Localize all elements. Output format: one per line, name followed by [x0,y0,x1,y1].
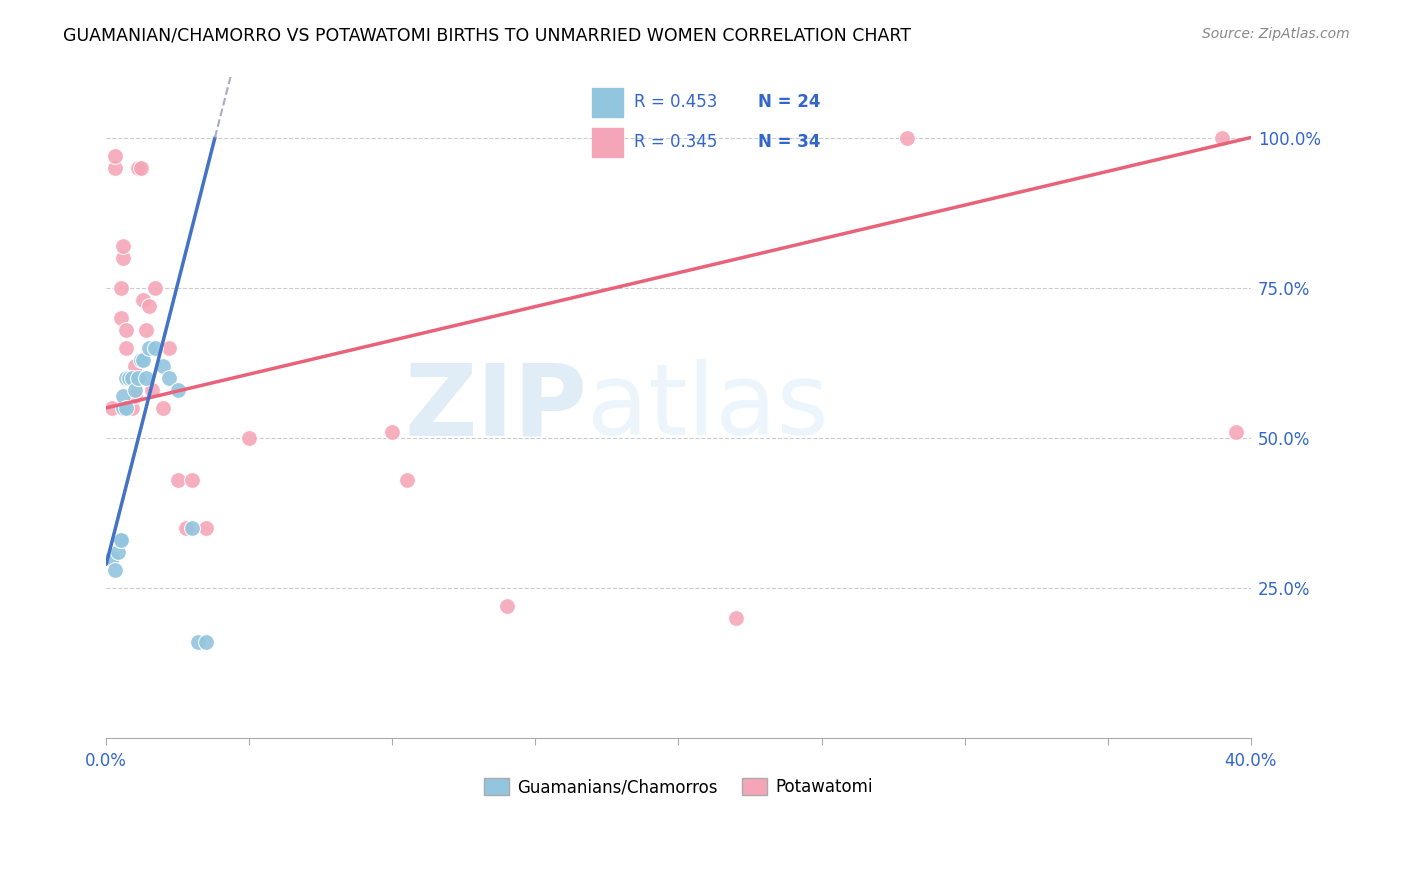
Point [124,383,146,397]
Text: ZIP: ZIP [404,359,586,457]
Bar [592,88,623,117]
Point [112,401,135,415]
Point [181,521,204,535]
Point [112,389,135,403]
Point [115,323,138,337]
Point [112,238,135,252]
Point [118,371,141,385]
Point [176,521,198,535]
Text: Source: ZipAtlas.com: Source: ZipAtlas.com [1202,27,1350,41]
Point [110,533,132,548]
Point [166,383,188,397]
Point [195,635,218,649]
Point [110,310,132,325]
Point [896,130,918,145]
Point [166,473,188,487]
Point [181,473,204,487]
Text: atlas: atlas [586,359,828,457]
Point [110,281,132,295]
Point [129,161,152,175]
Point [118,371,141,385]
Point [124,389,146,403]
Point [104,563,127,577]
Point [135,323,157,337]
Point [138,341,160,355]
Text: N = 34: N = 34 [758,133,820,151]
Legend: Guamanians/Chamorros, Potawatomi: Guamanians/Chamorros, Potawatomi [477,772,880,803]
Point [104,148,127,162]
Point [187,635,209,649]
Point [157,371,180,385]
Point [495,599,517,614]
Point [138,299,160,313]
Point [152,401,174,415]
Point [132,293,155,307]
Point [129,352,152,367]
Point [395,473,418,487]
Point [143,341,166,355]
Point [135,371,157,385]
Text: N = 24: N = 24 [758,94,820,112]
Point [152,359,174,373]
Point [195,521,218,535]
Point [132,352,155,367]
Point [101,401,124,415]
Bar [592,128,623,157]
Point [141,383,163,397]
Point [104,161,127,175]
Point [238,431,260,445]
Point [143,281,166,295]
Point [101,551,124,566]
Point [724,611,747,625]
Text: R = 0.453: R = 0.453 [634,94,717,112]
Point [121,401,143,415]
Point [115,401,138,415]
Text: R = 0.345: R = 0.345 [634,133,717,151]
Point [121,371,143,385]
Point [115,341,138,355]
Point [1211,130,1233,145]
Text: GUAMANIAN/CHAMORRO VS POTAWATOMI BIRTHS TO UNMARRIED WOMEN CORRELATION CHART: GUAMANIAN/CHAMORRO VS POTAWATOMI BIRTHS … [63,27,911,45]
Point [115,371,138,385]
Point [124,359,146,373]
Point [381,425,404,439]
Point [127,371,149,385]
Point [107,545,129,559]
Point [1225,425,1247,439]
Point [157,341,180,355]
Point [112,251,135,265]
Point [127,161,149,175]
Point [110,533,132,548]
